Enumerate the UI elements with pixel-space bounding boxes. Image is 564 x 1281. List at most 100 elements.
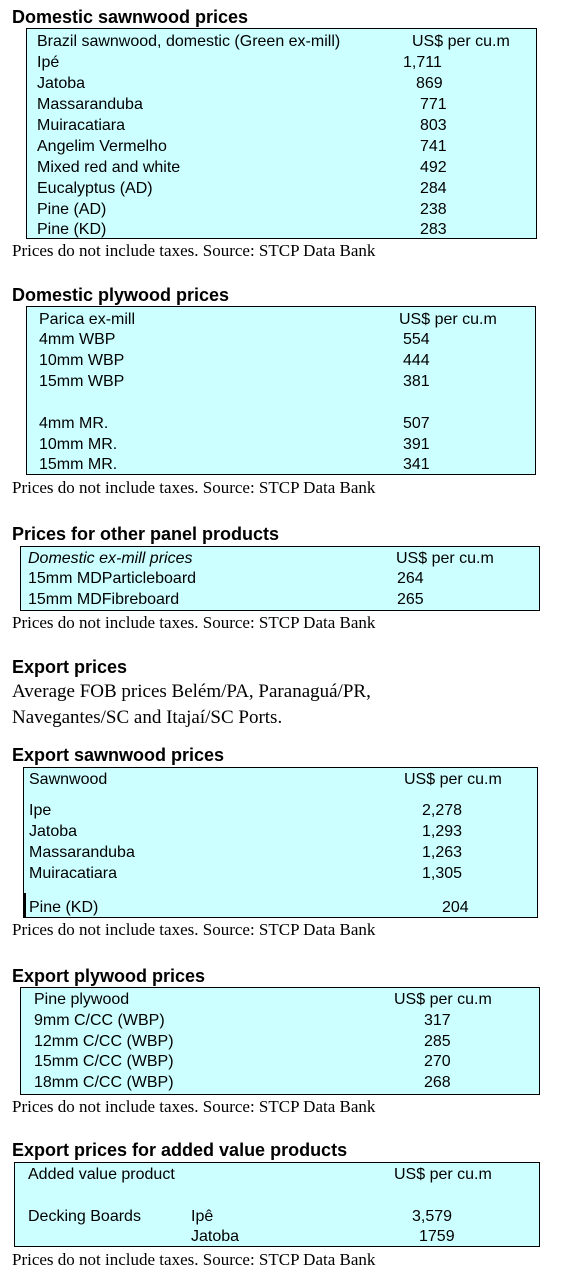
table-row: 12mm C/CC (WBP) 285 <box>21 1031 539 1052</box>
row-name: 9mm C/CC (WBP) <box>34 1012 165 1029</box>
row-name: Muiracatiara <box>37 117 126 134</box>
domestic-plywood-table: Parica ex-mill US$ per cu.m 4mm WBP 554 1… <box>26 306 536 475</box>
row-name: Jatoba <box>37 75 86 92</box>
row-value: 492 <box>420 159 447 176</box>
table-row: 4mm MR. 507 <box>27 413 535 434</box>
table-header: Added value product US$ per cu.m <box>15 1164 539 1185</box>
table-row: Pine (KD) 283 <box>27 219 536 240</box>
export-plywood-table: Pine plywood US$ per cu.m 9mm C/CC (WBP)… <box>20 987 540 1095</box>
header-name: Pine plywood <box>34 991 130 1008</box>
table-row: 15mm MDFibreboard 265 <box>21 589 539 610</box>
row-value: 317 <box>424 1012 451 1029</box>
table-row: Pine (KD) 204 <box>24 897 537 918</box>
source-note: Prices do not include taxes. Source: STC… <box>12 613 376 632</box>
table-row: Muiracatiara 803 <box>27 115 536 136</box>
table-header: Brazil sawnwood, domestic (Green ex-mill… <box>27 31 536 52</box>
header-unit: US$ per cu.m <box>412 33 510 50</box>
export-sawnwood-title: Export sawnwood prices <box>12 745 225 765</box>
row-value: 507 <box>403 415 430 432</box>
header-name: Sawnwood <box>29 771 108 788</box>
table-row: Eucalyptus (AD) 284 <box>27 178 536 199</box>
header-name: Added value product <box>28 1166 175 1183</box>
table-row: 9mm C/CC (WBP) 317 <box>21 1010 539 1031</box>
row-value: 1,263 <box>422 844 463 861</box>
table-row: 10mm MR. 391 <box>27 434 535 455</box>
table-row: Massaranduba 1,263 <box>24 842 537 863</box>
header-unit: US$ per cu.m <box>396 550 494 567</box>
row-name: Pine (KD) <box>37 221 107 238</box>
row-value: 285 <box>424 1033 451 1050</box>
header-unit: US$ per cu.m <box>394 1166 492 1183</box>
row-divider <box>24 893 26 917</box>
row-name: Massaranduba <box>29 844 135 861</box>
row-value: 381 <box>403 373 430 390</box>
table-row: Ipe 2,278 <box>24 800 537 821</box>
table-row: 10mm WBP 444 <box>27 350 535 371</box>
table-row: 15mm WBP 381 <box>27 371 535 392</box>
table-header: Sawnwood US$ per cu.m <box>24 769 537 790</box>
domestic-sawnwood-table: Brazil sawnwood, domestic (Green ex-mill… <box>26 28 537 239</box>
table-row: Decking Boards Ipê 3,579 <box>15 1206 539 1227</box>
row-value: 1,711 <box>403 54 442 71</box>
table-row: Ipé 1,711 <box>27 52 536 73</box>
row-name: Mixed red and white <box>37 159 181 176</box>
group-name: Decking Boards <box>28 1208 141 1225</box>
row-name: Massaranduba <box>37 96 143 113</box>
table-row: Pine (AD) 238 <box>27 199 536 220</box>
row-name: Ipe <box>29 802 52 819</box>
table-header: Parica ex-mill US$ per cu.m <box>27 309 535 330</box>
row-value: 238 <box>420 201 447 218</box>
source-note: Prices do not include taxes. Source: STC… <box>12 478 376 497</box>
source-note: Prices do not include taxes. Source: STC… <box>12 920 376 939</box>
row-name: 15mm MDFibreboard <box>28 591 180 608</box>
row-name: Jatoba <box>191 1228 240 1245</box>
header-name: Domestic ex-mill prices <box>28 550 193 567</box>
row-value: 3,579 <box>412 1208 453 1225</box>
row-name: 15mm MR. <box>39 456 118 473</box>
row-name: 18mm C/CC (WBP) <box>34 1074 174 1091</box>
row-value: 268 <box>424 1074 451 1091</box>
row-value: 265 <box>397 591 424 608</box>
row-value: 1759 <box>419 1228 455 1245</box>
row-value: 1,293 <box>422 823 463 840</box>
header-unit: US$ per cu.m <box>404 771 502 788</box>
row-name: Eucalyptus (AD) <box>37 180 153 197</box>
table-row: Mixed red and white 492 <box>27 157 536 178</box>
header-name: Parica ex-mill <box>39 311 136 328</box>
row-value: 264 <box>397 570 424 587</box>
row-value: 444 <box>403 352 430 369</box>
row-name: Ipé <box>37 54 60 71</box>
row-name: 10mm WBP <box>39 352 125 369</box>
table-row: Jatoba 869 <box>27 73 536 94</box>
domestic-sawnwood-title: Domestic sawnwood prices <box>12 7 249 27</box>
row-name: Pine (AD) <box>37 201 107 218</box>
header-unit: US$ per cu.m <box>399 311 497 328</box>
export-prices-line-2: Navegantes/SC and Itajaí/SC Ports. <box>12 707 283 728</box>
export-sawnwood-table: Sawnwood US$ per cu.m Ipe 2,278 Jatoba 1,2… <box>23 767 538 918</box>
header-name: Brazil sawnwood, domestic (Green ex-mill… <box>37 33 341 50</box>
row-value: 284 <box>420 180 447 197</box>
row-name: Pine (KD) <box>29 899 99 916</box>
source-note: Prices do not include taxes. Source: STC… <box>12 1097 376 1116</box>
row-name: Angelim Vermelho <box>37 138 167 155</box>
export-plywood-title: Export plywood prices <box>12 966 206 986</box>
domestic-plywood-title: Domestic plywood prices <box>12 285 230 305</box>
row-value: 554 <box>403 331 430 348</box>
row-name: 4mm MR. <box>39 415 109 432</box>
row-name: 4mm WBP <box>39 331 116 348</box>
row-value: 741 <box>420 138 447 155</box>
table-row: 15mm MR. 341 <box>27 454 535 475</box>
table-row: Jatoba 1,293 <box>24 821 537 842</box>
row-name: Muiracatiara <box>29 865 118 882</box>
export-prices-title: Export prices <box>12 657 128 677</box>
row-name: Jatoba <box>29 823 78 840</box>
table-row: Jatoba 1759 <box>15 1226 539 1247</box>
row-value: 204 <box>442 899 469 916</box>
table-row: 15mm C/CC (WBP) 270 <box>21 1051 539 1072</box>
source-note: Prices do not include taxes. Source: STC… <box>12 1250 376 1269</box>
row-value: 283 <box>420 221 447 238</box>
added-value-title: Export prices for added value products <box>12 1140 348 1160</box>
row-name: 15mm MDParticleboard <box>28 570 197 587</box>
table-row: 15mm MDParticleboard 264 <box>21 568 539 589</box>
row-name: 15mm C/CC (WBP) <box>34 1053 174 1070</box>
